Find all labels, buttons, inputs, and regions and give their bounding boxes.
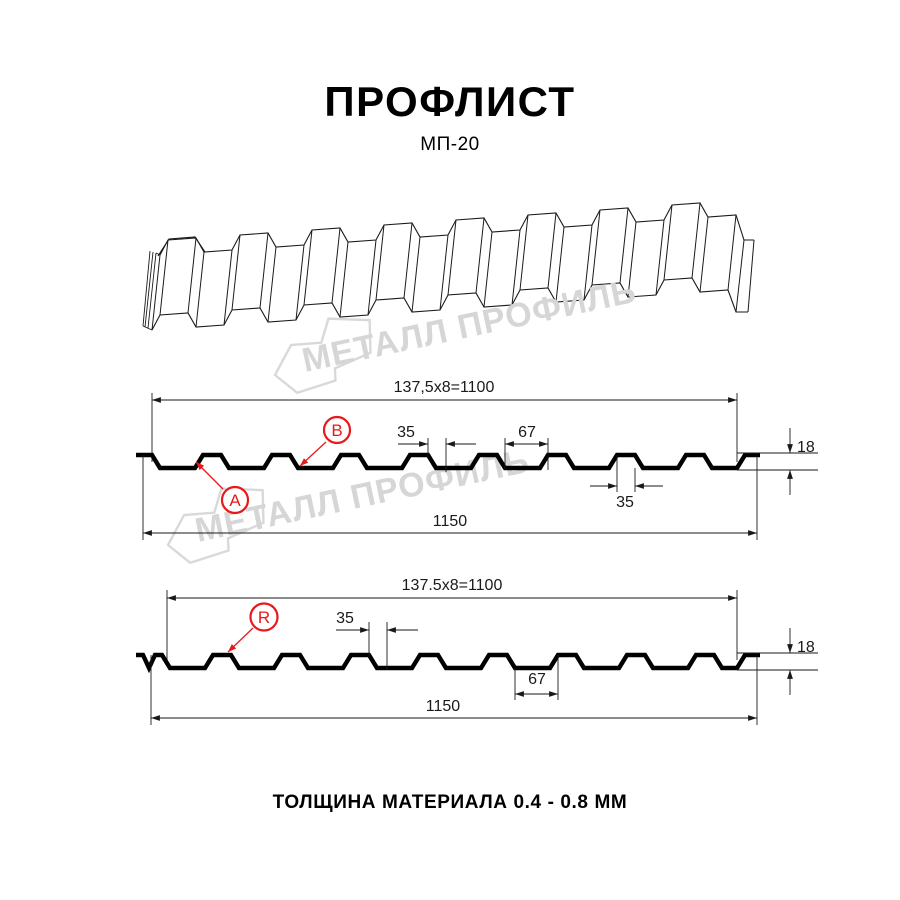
dim-height-label: 18 <box>797 439 815 456</box>
thickness-note: ТОЛЩИНА МАТЕРИАЛА 0.4 - 0.8 ММ <box>272 792 628 813</box>
dim-height-label-2: 18 <box>797 639 815 656</box>
dim-bottom-overall-label: 1150 <box>433 513 468 530</box>
dim-35-bottom-label: 35 <box>616 494 634 511</box>
profile-section-r <box>136 652 760 674</box>
profile-section-a <box>136 452 760 471</box>
dim-35-top-label: 35 <box>397 424 415 441</box>
balloon-r[interactable]: R <box>227 602 279 653</box>
dim-height-extensions-2 <box>737 652 818 671</box>
iso-body <box>142 202 755 331</box>
dim-top-overall-label-2: 137.5x8=1100 <box>402 577 503 594</box>
balloon-b[interactable]: B <box>299 415 352 467</box>
dim-bottom-overall-label-2: 1150 <box>426 698 461 715</box>
product-code: МП-20 <box>420 134 480 155</box>
balloon-a-label: A <box>229 491 241 510</box>
dim-top-overall-label: 137,5x8=1100 <box>394 379 495 396</box>
watermark-text: МЕТАЛЛ ПРОФИЛЬ <box>299 272 640 380</box>
dim-35-label-2: 35 <box>336 610 354 627</box>
balloon-a[interactable]: A <box>195 461 250 515</box>
balloon-r-label: R <box>258 608 270 627</box>
dim-height-extensions <box>737 452 818 471</box>
section-r-diagram: 137.5x8=1100 18 35 <box>136 577 818 725</box>
dim-67-label: 67 <box>518 424 536 441</box>
dim-35-bottom-extensions <box>616 455 636 492</box>
balloon-b-label: B <box>331 421 342 440</box>
dim-67-label-2: 67 <box>528 671 546 688</box>
page-title: ПРОФЛИСТ <box>324 78 576 125</box>
watermark-1: МЕТАЛЛ ПРОФИЛЬ <box>273 272 640 395</box>
section-a-diagram: 137,5x8=1100 18 35 <box>136 379 818 540</box>
isometric-profile-view <box>142 202 755 331</box>
